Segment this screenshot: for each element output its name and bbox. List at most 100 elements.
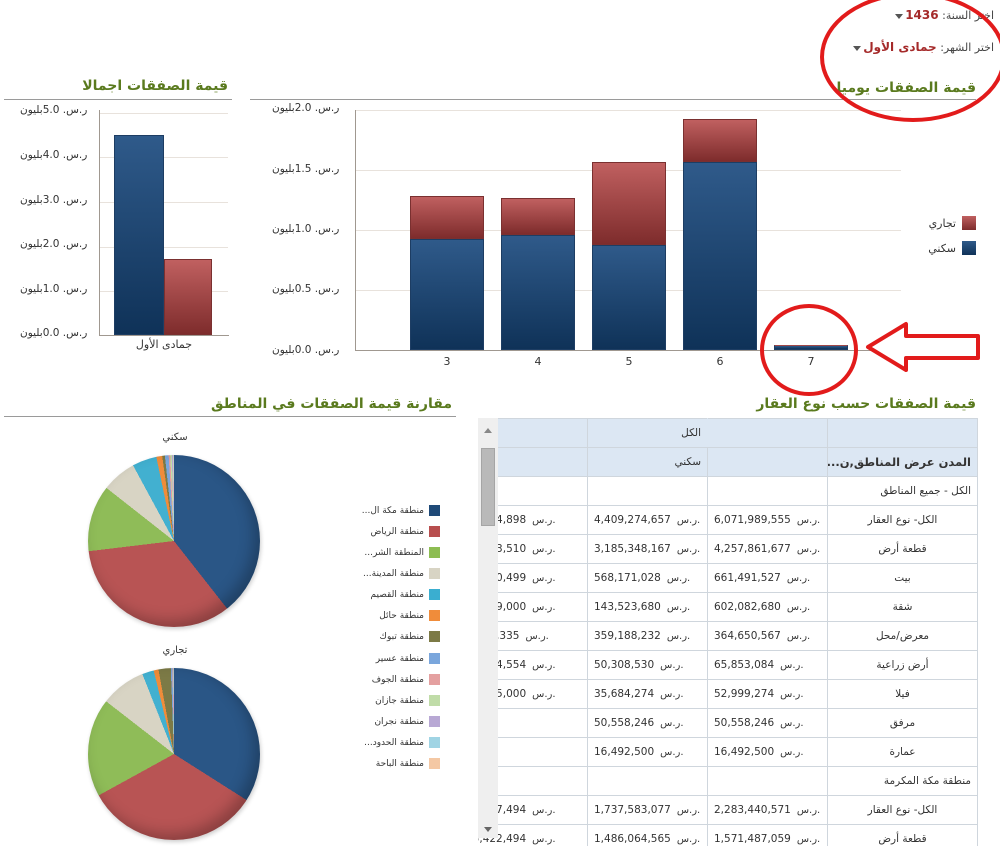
row-label: منطقة مكة المكرمة — [827, 766, 978, 796]
legend-swatch-icon — [962, 216, 976, 230]
cell-residential: 1,737,583,077 ر.س. — [587, 795, 708, 825]
cell-total — [707, 476, 828, 506]
cell-residential — [587, 476, 708, 506]
table-row[interactable]: الكل- نوع العقار 6,071,989,555 ر.س. 4,409,2… — [478, 505, 978, 535]
cell-total: 52,999,274 ر.س. — [707, 679, 828, 709]
row-label: قطعة أرض — [827, 534, 978, 564]
row-label: بيت — [827, 563, 978, 593]
cell-residential: 4,409,274,657 ر.س. — [587, 505, 708, 535]
cell-total: 6,071,989,555 ر.س. — [707, 505, 828, 535]
x-tick: 4 — [534, 355, 542, 368]
bar-residential-day-4[interactable] — [501, 235, 575, 350]
table-row[interactable]: عمارة 16,492,500 ر.س. 16,492,500 ر.س. — [478, 737, 978, 767]
pie-legend-item[interactable]: منطقة جازان — [375, 690, 440, 711]
x-tick: 5 — [625, 355, 633, 368]
bar-residential-day-3[interactable] — [410, 239, 484, 350]
row-label: الكل- نوع العقار — [827, 505, 978, 535]
cell-residential — [587, 766, 708, 796]
bar-commercial-day-4[interactable] — [501, 198, 575, 235]
cell-residential: 143,523,680 ر.س. — [587, 592, 708, 622]
legend-commercial[interactable]: تجاري — [929, 216, 976, 230]
annotation-arrow-icon — [866, 322, 980, 372]
divider — [4, 416, 456, 417]
table-row[interactable]: بيت661,491,527ر.س.568,171,028ر.س.93,320,… — [478, 563, 978, 593]
cell-residential: 50,308,530 ر.س. — [587, 650, 708, 680]
table-row[interactable]: منطقة مكة المكرمة — [478, 766, 978, 796]
row-label: شقة — [827, 592, 978, 622]
bar-commercial-day-3[interactable] — [410, 196, 484, 239]
table-row[interactable]: فيلا52,999,274ر.س.35,684,274ر.س.17,315,0… — [478, 679, 978, 709]
y-tick: ر.س. 2.0بليون — [20, 238, 88, 250]
pie-legend-item[interactable]: منطقة الباحة — [376, 753, 440, 774]
y-tick: ر.س. 0.0بليون — [272, 344, 340, 356]
pie-legend-item[interactable]: منطقة القصيم — [371, 584, 440, 605]
y-tick: ر.س. 1.0بليون — [20, 283, 88, 295]
cell-total: 50,558,246 ر.س. — [707, 708, 828, 738]
table-row[interactable]: الكل- نوع العقار 2,283,440,571 ر.س. 1,737,5… — [478, 795, 978, 825]
y-tick: ر.س. 4.0بليون — [20, 149, 88, 161]
row-label: الكل- نوع العقار — [827, 795, 978, 825]
scroll-down-icon[interactable] — [484, 827, 492, 832]
x-tick: 6 — [716, 355, 724, 368]
bar-commercial[interactable] — [164, 259, 212, 335]
total-chart-title: قيمة الصفقات اجمالا — [82, 78, 228, 94]
pie-legend-item[interactable]: منطقة عسير — [376, 648, 440, 669]
row-header[interactable]: المدن عرض المناطق,ن... — [827, 447, 978, 477]
cell-residential: 3,185,348,167 ر.س. — [587, 534, 708, 564]
bar-commercial-day-5[interactable] — [592, 162, 666, 245]
pie-legend-item[interactable]: المنطقة الشر... — [364, 542, 440, 563]
y-tick: ر.س. 0.5بليون — [272, 283, 340, 295]
x-tick: 3 — [443, 355, 451, 368]
bar-residential-day-5[interactable] — [592, 245, 666, 350]
scroll-up-icon[interactable] — [484, 428, 492, 433]
row-label: مرفق — [827, 708, 978, 738]
legend-swatch-icon — [962, 241, 976, 255]
table-row[interactable]: الكل - جميع المناطق — [478, 476, 978, 506]
x-tick: جمادى الأول — [135, 338, 193, 351]
table-row[interactable]: أرض زراعية65,853,084ر.س.50,308,530ر.س.15… — [478, 650, 978, 680]
property-type-table: الكل المدن عرض المناطق,ن... سكني تج الكل… — [478, 418, 978, 846]
y-tick: ر.س. 0.0بليون — [20, 327, 88, 339]
cell-residential: 1,486,064,565 ر.س. — [587, 824, 708, 846]
row-label: الكل - جميع المناطق — [827, 476, 978, 506]
regions-title: مقارنة قيمة الصفقات في المناطق — [211, 396, 452, 412]
cell-total: 4,257,861,677 ر.س. — [707, 534, 828, 564]
table-row[interactable]: قطعة أرض 1,571,487,059 ر.س. 1,486,064,565 ر.… — [478, 824, 978, 846]
row-label: معرض/محل — [827, 621, 978, 651]
pie-legend-item[interactable]: منطقة المدينة... — [363, 563, 440, 584]
table-row[interactable]: قطعة أرض 4,257,861,677 ر.س. 3,185,348,167 ر.… — [478, 534, 978, 564]
pie-chart-residential[interactable] — [88, 455, 260, 627]
table-scrollbar[interactable] — [478, 418, 498, 838]
table-row[interactable]: مرفق 50,558,246 ر.س. 50,558,246 ر.س. — [478, 708, 978, 738]
pie-legend-item[interactable]: منطقة مكة ال... — [362, 500, 440, 521]
pie-legend-item[interactable]: منطقة حائل — [379, 605, 440, 626]
cell-total: 602,082,680 ر.س. — [707, 592, 828, 622]
table-row[interactable]: معرض/محل364,650,567ر.س.359,188,232ر.س.5,… — [478, 621, 978, 651]
bar-commercial-day-6[interactable] — [683, 119, 757, 162]
cell-total: 65,853,084 ر.س. — [707, 650, 828, 680]
y-tick: ر.س. 5.0بليون — [20, 104, 88, 116]
pie-legend-item[interactable]: منطقة الرياض — [371, 521, 440, 542]
y-tick: ر.س. 2.0بليون — [272, 102, 340, 114]
y-tick: ر.س. 3.0بليون — [20, 194, 88, 206]
pie-legend-item[interactable]: منطقة الحدود... — [364, 732, 440, 753]
header-group-all: الكل — [587, 418, 708, 448]
table-row[interactable]: شقة602,082,680ر.س.143,523,680ر.س.58,559,… — [478, 592, 978, 622]
legend-residential[interactable]: سكني — [928, 241, 976, 255]
annotation-circle — [820, 0, 1000, 122]
bar-residential[interactable] — [114, 135, 164, 335]
divider — [4, 99, 232, 100]
cell-total — [707, 766, 828, 796]
scroll-thumb[interactable] — [481, 448, 495, 526]
pie-title-residential: سكني — [162, 432, 188, 443]
bar-residential-day-6[interactable] — [683, 162, 757, 350]
pie-chart-commercial[interactable] — [88, 668, 260, 840]
row-label: عمارة — [827, 737, 978, 767]
cell-residential: 16,492,500 ر.س. — [587, 737, 708, 767]
pie-legend-item[interactable]: منطقة الجوف — [372, 669, 440, 690]
pie-legend-item[interactable]: منطقة نجران — [374, 711, 440, 732]
cell-residential: 359,188,232 ر.س. — [587, 621, 708, 651]
col-header-residential[interactable]: سكني — [587, 447, 708, 477]
pie-legend-item[interactable]: منطقة تبوك — [380, 626, 440, 647]
